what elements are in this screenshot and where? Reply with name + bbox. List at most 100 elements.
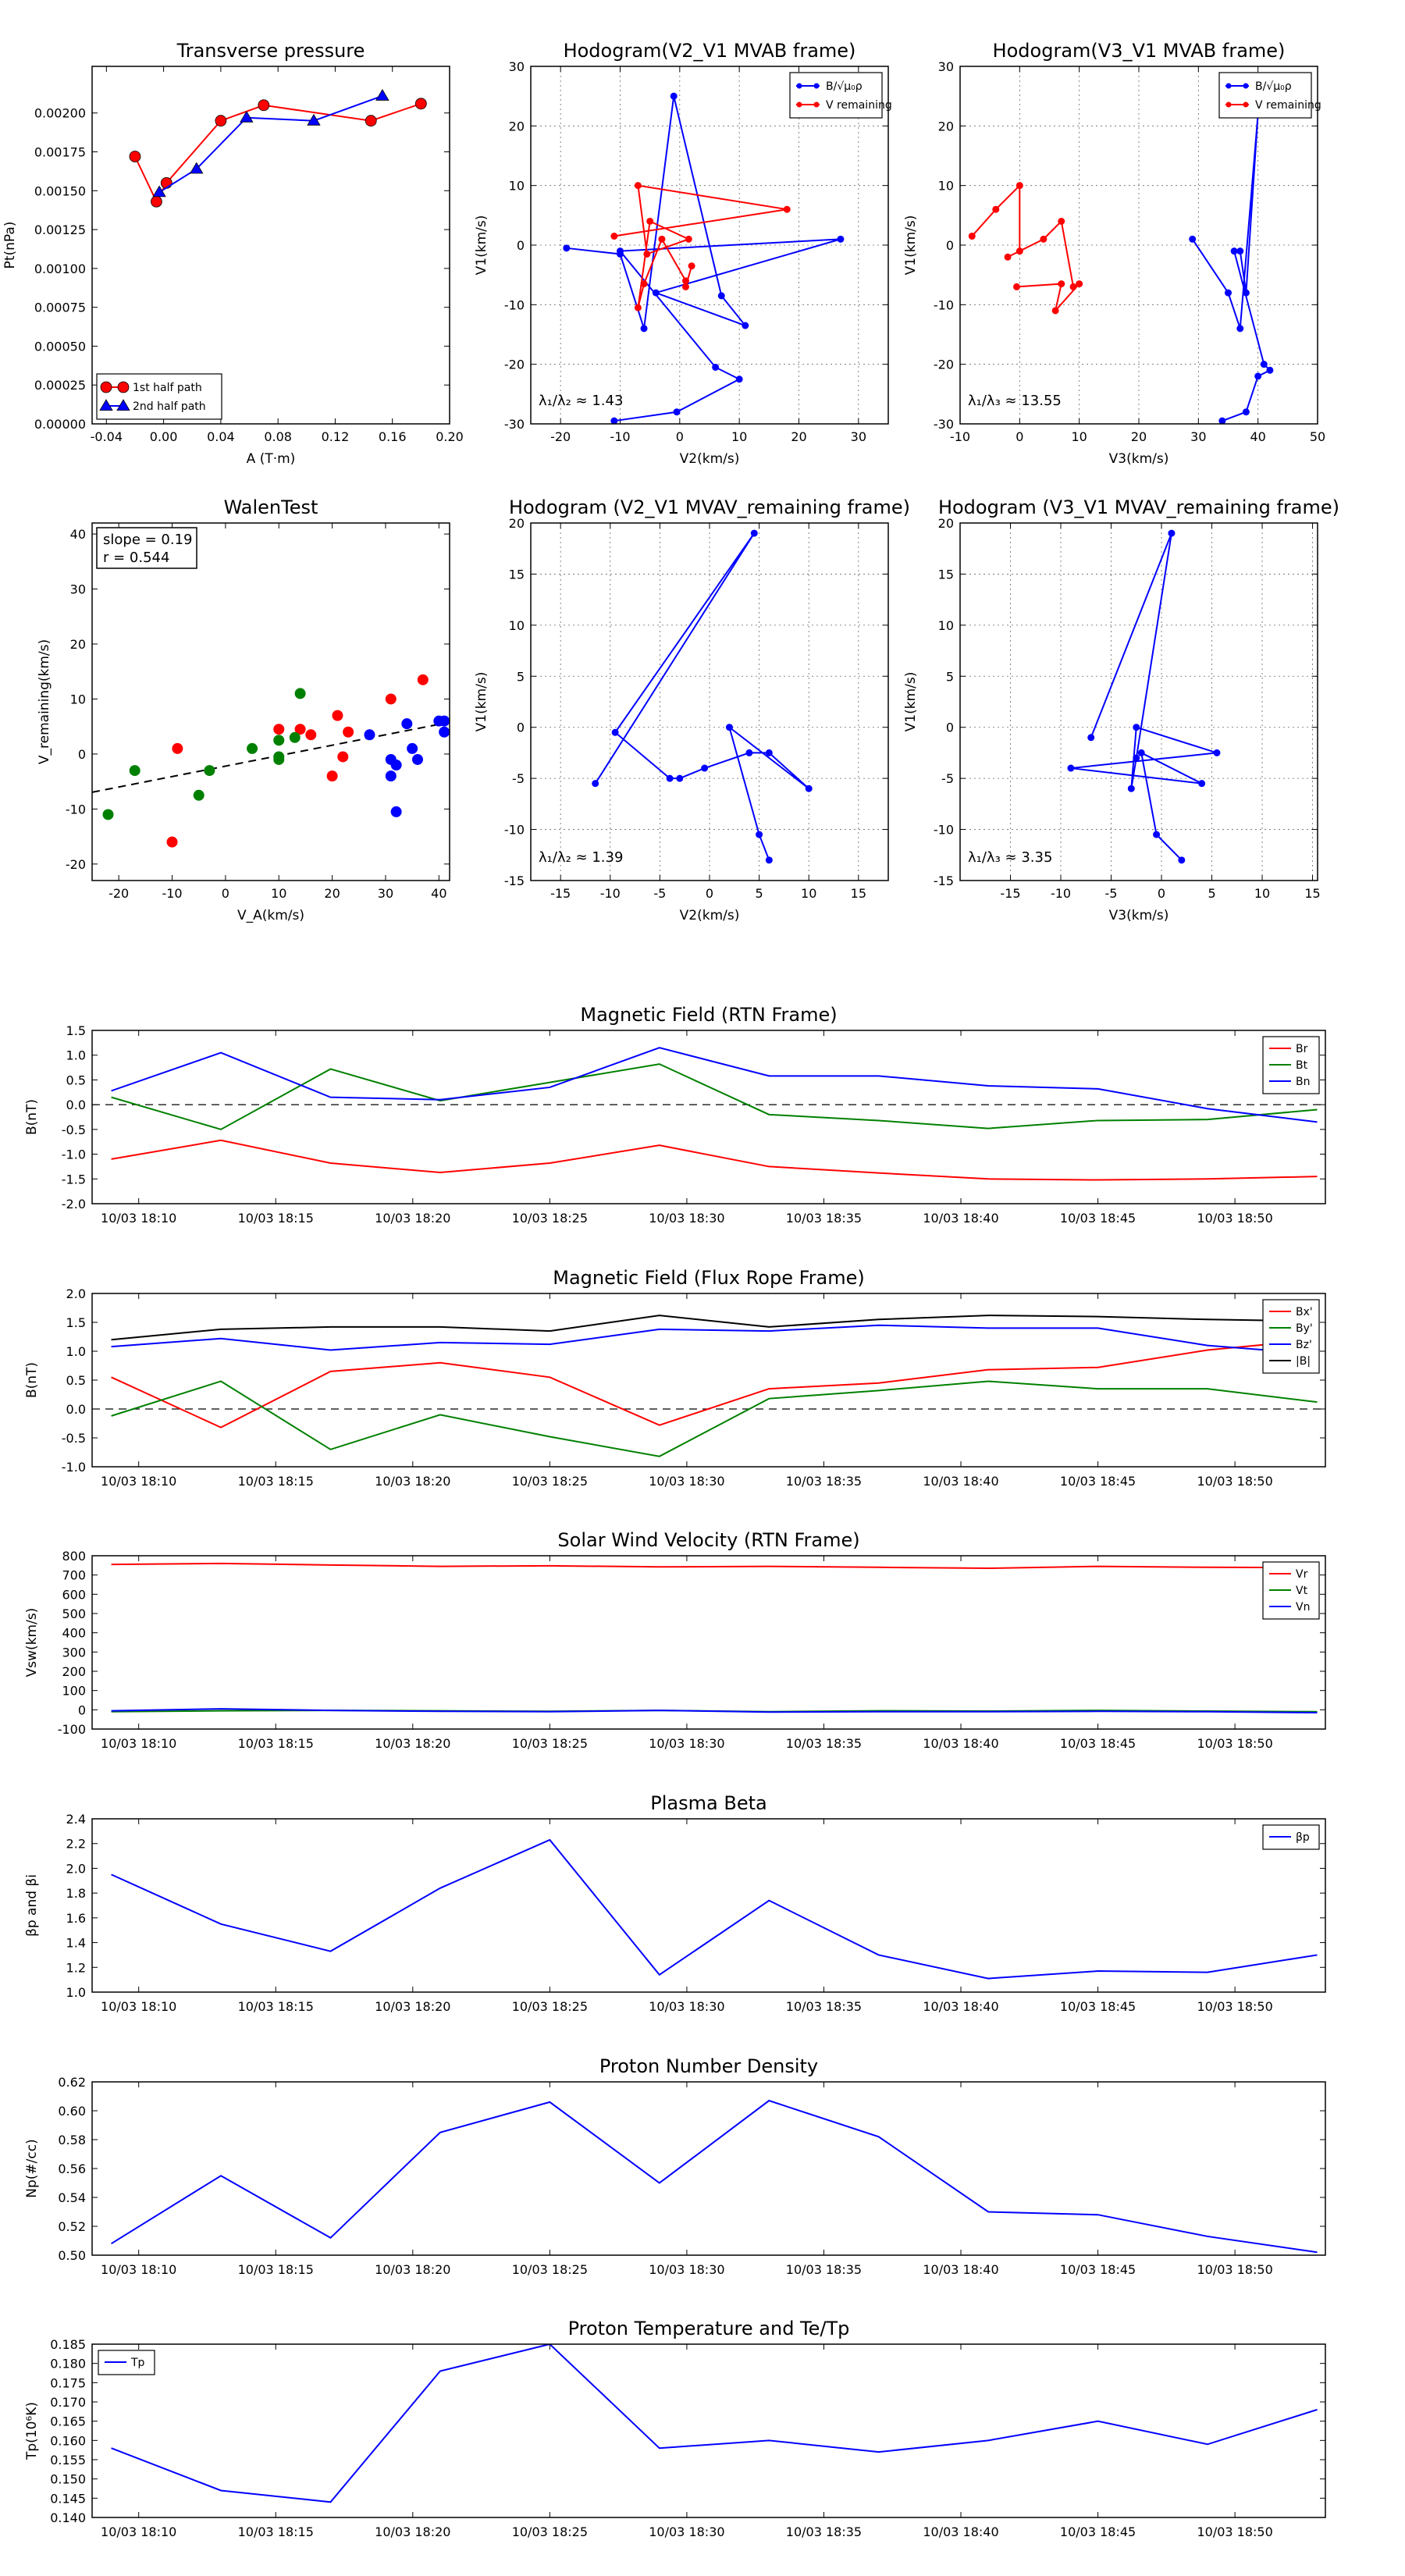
ratio-annotation: λ₁/λ₃ ≈ 3.35 (968, 849, 1052, 866)
chart-bfr: Magnetic Field (Flux Rope Frame) 10/03 18… (24, 1267, 1326, 1489)
x-tick-label: 40 (1250, 429, 1265, 444)
chart-title: WalenTest (224, 496, 318, 518)
data-point (805, 785, 813, 792)
plot-area (111, 1562, 1318, 1714)
y-tick-label: 600 (62, 1587, 86, 1602)
data-point (1168, 529, 1176, 537)
x-tick-label: 5 (756, 886, 763, 901)
x-tick-label: 10/03 18:25 (512, 1999, 588, 2014)
y-tick-label: 1.0 (66, 1344, 86, 1359)
y-tick-label: 1.4 (66, 1936, 86, 1951)
data-point (172, 742, 183, 754)
data-point (1127, 785, 1135, 792)
x-tick-label: 10/03 18:10 (101, 1211, 176, 1226)
series-line-Bn (111, 1047, 1318, 1123)
y-tick-label: 10 (938, 179, 954, 194)
y-tick-label: 500 (62, 1606, 86, 1621)
x-tick-label: 10/03 18:35 (786, 2262, 862, 2277)
y-tick-label: 10 (509, 618, 525, 633)
y-tick-label: 0.00125 (34, 222, 86, 237)
x-tick-label: 30 (851, 429, 866, 444)
x-tick-label: 0 (706, 886, 713, 901)
y-tick-label: 2.0 (66, 1861, 86, 1876)
y-tick-label: 0 (78, 1703, 86, 1717)
y-tick-label: -0.5 (62, 1431, 86, 1446)
data-point (735, 375, 743, 383)
x-tick-label: 10/03 18:40 (923, 1211, 998, 1226)
legend-label: Bt (1296, 1059, 1308, 1072)
data-point (1051, 307, 1059, 315)
x-tick-label: 0 (1158, 886, 1165, 901)
x-tick-label: 10/03 18:45 (1060, 2262, 1136, 2277)
data-point (166, 836, 178, 848)
y-tick-label: -10 (934, 297, 954, 312)
stats-line: r = 0.544 (103, 550, 169, 566)
axes-frame (959, 522, 1318, 881)
data-point (783, 205, 791, 213)
data-point (1230, 247, 1238, 255)
series-line-Bx' (111, 1339, 1318, 1429)
data-point (273, 735, 285, 746)
x-tick-label: 10/03 18:35 (786, 2524, 862, 2539)
x-tick-label: 10/03 18:10 (101, 2262, 176, 2277)
data-point (337, 751, 349, 763)
y-tick-label: 1.8 (66, 1886, 86, 1901)
stats-line: slope = 0.19 (103, 532, 193, 548)
legend-label: 1st half path (133, 382, 202, 394)
x-tick-label: 10/03 18:45 (1060, 1736, 1136, 1751)
data-point (765, 749, 773, 756)
data-point (701, 764, 709, 772)
y-tick-label: -2.0 (62, 1197, 86, 1212)
ratio-annotation: λ₁/λ₂ ≈ 1.43 (539, 393, 623, 409)
y-tick-label: -5 (941, 771, 954, 786)
y-tick-label: -10 (934, 823, 954, 838)
axes-frame (91, 522, 450, 881)
y-tick-label: 0.58 (58, 2133, 86, 2147)
data-point (326, 770, 338, 782)
series-line-Bt (111, 1063, 1318, 1130)
y-tick-label: 20 (938, 516, 954, 531)
legend-marker (99, 399, 113, 411)
legend-label: Bz' (1296, 1339, 1312, 1351)
series-line-Tp (111, 2344, 1318, 2503)
y-tick-label: 2.2 (66, 1837, 86, 1852)
data-point (1213, 749, 1221, 756)
chart-title: Hodogram(V3_V1 MVAB frame) (993, 40, 1286, 62)
data-point (745, 749, 753, 756)
legend-marker (796, 83, 802, 89)
data-point (765, 856, 773, 864)
data-point (756, 831, 763, 838)
x-tick-label: 10/03 18:10 (101, 2524, 176, 2539)
series-line-0 (566, 95, 841, 422)
x-tick-label: 0.04 (207, 429, 235, 444)
data-point (129, 151, 141, 162)
x-tick-label: 10 (271, 886, 286, 901)
x-tick-label: 10/03 18:45 (1060, 1474, 1136, 1489)
x-tick-label: 10/03 18:50 (1197, 1474, 1272, 1489)
y-tick-label: 15 (509, 567, 525, 582)
y-tick-label: 1.0 (66, 1048, 86, 1063)
ratio-annotation: λ₁/λ₂ ≈ 1.39 (539, 849, 623, 866)
x-tick-label: 0.20 (436, 429, 464, 444)
data-point (681, 283, 689, 290)
x-tick-label: 30 (378, 886, 393, 901)
data-point (681, 277, 689, 285)
data-point (592, 780, 599, 788)
y-tick-label: 1.2 (66, 1960, 86, 1975)
legend-box (98, 2350, 155, 2375)
data-point (992, 205, 1000, 213)
data-point (215, 115, 227, 127)
y-tick-label: 700 (62, 1568, 86, 1583)
y-tick-label: 0 (78, 747, 86, 762)
data-point (1013, 283, 1021, 290)
x-tick-label: 10/03 18:40 (923, 1736, 998, 1751)
data-point (417, 674, 429, 685)
legend-marker (1243, 83, 1249, 89)
x-tick-label: 10/03 18:15 (238, 1736, 314, 1751)
y-tick-label: 0.00000 (34, 417, 86, 432)
y-axis-label: V1(km/s) (903, 672, 919, 732)
data-point (1236, 325, 1244, 333)
x-tick-label: 10/03 18:10 (101, 1736, 176, 1751)
x-tick-label: 10/03 18:25 (512, 1736, 588, 1751)
